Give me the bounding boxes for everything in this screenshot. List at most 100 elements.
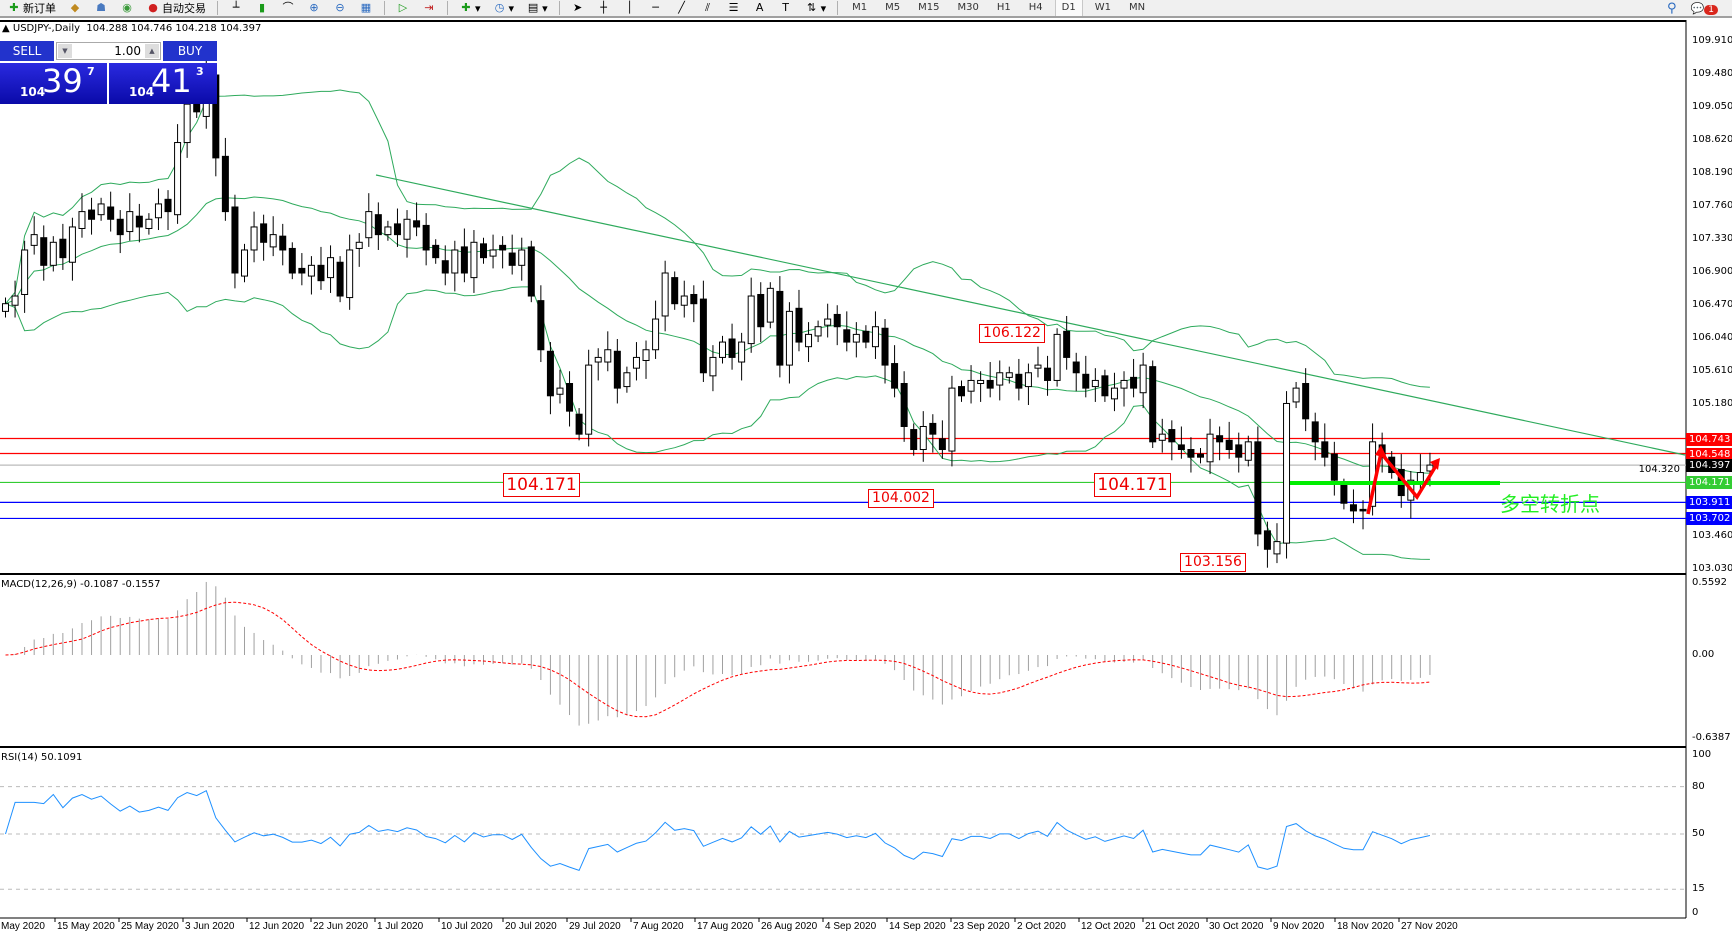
candle-bullish [661,272,669,317]
timeframe-m30[interactable]: M30 [957,2,979,13]
candle-icon: ▮ [258,1,266,14]
chart-window[interactable] [0,20,1686,920]
candle-chart-button[interactable]: ▮ [252,0,272,16]
text-button[interactable]: A [750,0,770,16]
bollinger-middle-band [5,196,1430,474]
date-label: May 2020 [1,921,45,932]
sell-button[interactable]: SELL [0,41,54,61]
chart-shift-button[interactable]: ⇥ [419,0,439,16]
date-label: 14 Sep 2020 [889,921,946,932]
candle-bullish [585,364,593,435]
candle-bearish [1330,453,1338,481]
candle-bearish [613,350,621,389]
stop-icon: ● [148,1,158,14]
candle-bullish [183,103,191,144]
lot-increase-button[interactable]: ▲ [145,44,159,58]
plus-icon: ✚ [9,1,19,14]
cursor-button[interactable]: ➤ [568,0,588,16]
trendline-button[interactable]: ╱ [672,0,692,16]
search-icon[interactable]: ⚲ [1667,0,1677,16]
candle-bullish [709,356,717,377]
fibonacci-button[interactable]: ☰ [724,0,744,16]
periods-button[interactable]: ◷ ▾ [490,0,518,16]
new-order-button[interactable]: ✚ 新订单 [4,0,59,16]
arrows-button[interactable]: ⇅ ▾ [802,0,830,16]
channel-button[interactable]: ⫽ [698,0,718,16]
candle-bullish [11,295,19,306]
candle-bearish [1197,453,1204,458]
candle-bullish [78,211,86,229]
date-label: 4 Sep 2020 [825,921,877,932]
timeframe-m5[interactable]: M5 [885,2,901,13]
candle-bullish [1273,541,1281,555]
lot-decrease-button[interactable]: ▼ [58,44,72,58]
text-label-button[interactable]: T [776,0,796,16]
divider [447,1,448,15]
price-axis-label: 106.900 [1692,266,1732,277]
rsi-axis-label: 100 [1692,749,1712,760]
notification-icon[interactable]: 💬 1 [1691,2,1718,15]
price-label-low: 104.171 [1094,473,1171,497]
buy-price-prefix: 104 [129,85,155,99]
buy-price-box[interactable]: 104 41 3 [109,62,217,104]
candle-bullish [1024,372,1032,388]
horizontal-line-button[interactable]: ─ [646,0,666,16]
price-axis-label: 106.040 [1692,332,1732,343]
timeframe-d1[interactable]: D1 [1054,0,1083,16]
signal-icon: ◉ [122,1,132,14]
candle-bearish [537,300,545,351]
bar-chart-icon: ┴ [232,1,240,14]
price-axis-label: 107.330 [1692,233,1732,244]
macd-label: MACD(12,26,9) -0.1087 -0.1557 [1,579,161,590]
templates-button[interactable]: ▤ ▾ [527,1,548,15]
experts-button[interactable]: ☗ [91,0,111,16]
candle-bullish [346,249,354,299]
zoom-in-button[interactable]: ⊕ [304,0,324,16]
candle-bearish [1225,439,1233,451]
market-watch-button[interactable]: ◆ [65,0,85,16]
candle-bearish [88,209,96,220]
candle-bearish [1321,441,1329,458]
timeframe-h1[interactable]: H1 [996,2,1011,13]
candle-bullish [451,249,459,274]
arrowhead-icon [1430,458,1440,470]
price-axis-label: 104.320 [1638,464,1680,475]
indicators-button[interactable]: ✚ ▾ [456,0,484,16]
candle-bullish [355,241,363,249]
candle-bullish [642,349,650,361]
line-chart-button[interactable]: ⌒ [278,0,298,16]
buy-button[interactable]: BUY [163,41,217,61]
zoom-out-button[interactable]: ⊖ [330,0,350,16]
candle-bullish [403,218,411,240]
timeframe-w1[interactable]: W1 [1094,2,1111,13]
date-label: 20 Jul 2020 [505,921,557,932]
timeframe-m1[interactable]: M1 [852,2,868,13]
rsi-line [5,789,1431,872]
candle-bullish [518,249,526,266]
signals-button[interactable]: ◉ [117,0,137,16]
candle-bearish [958,386,965,397]
timeframe-mn[interactable]: MN [1128,2,1146,13]
autoscroll-button[interactable]: ▷ [393,0,413,16]
line-chart-icon: ⌒ [282,1,294,14]
candle-bearish [671,277,679,305]
timeframe-m15[interactable]: M15 [918,2,940,13]
vertical-line-button[interactable]: │ [620,0,640,16]
crosshair-button[interactable]: ┼ [594,0,614,16]
candle-bullish [1005,372,1013,378]
tile-windows-button[interactable]: ▦ [356,0,376,16]
auto-trading-button[interactable]: ● 自动交易 [143,0,209,16]
candle-bearish [1101,375,1109,397]
bollinger-upper-band [5,89,1430,388]
macd-axis-label: 0.00 [1692,649,1715,660]
bar-chart-button[interactable]: ┴ [226,0,246,16]
candle-bearish [546,350,554,397]
crosshair-icon: ┼ [600,1,607,14]
trendline [375,174,1686,456]
lot-size-input[interactable] [75,44,141,58]
price-axis-label: 107.760 [1692,200,1732,211]
sell-price-box[interactable]: 104 39 7 [0,62,107,104]
date-label: 23 Sep 2020 [953,921,1010,932]
timeframe-h4[interactable]: H4 [1028,2,1043,13]
